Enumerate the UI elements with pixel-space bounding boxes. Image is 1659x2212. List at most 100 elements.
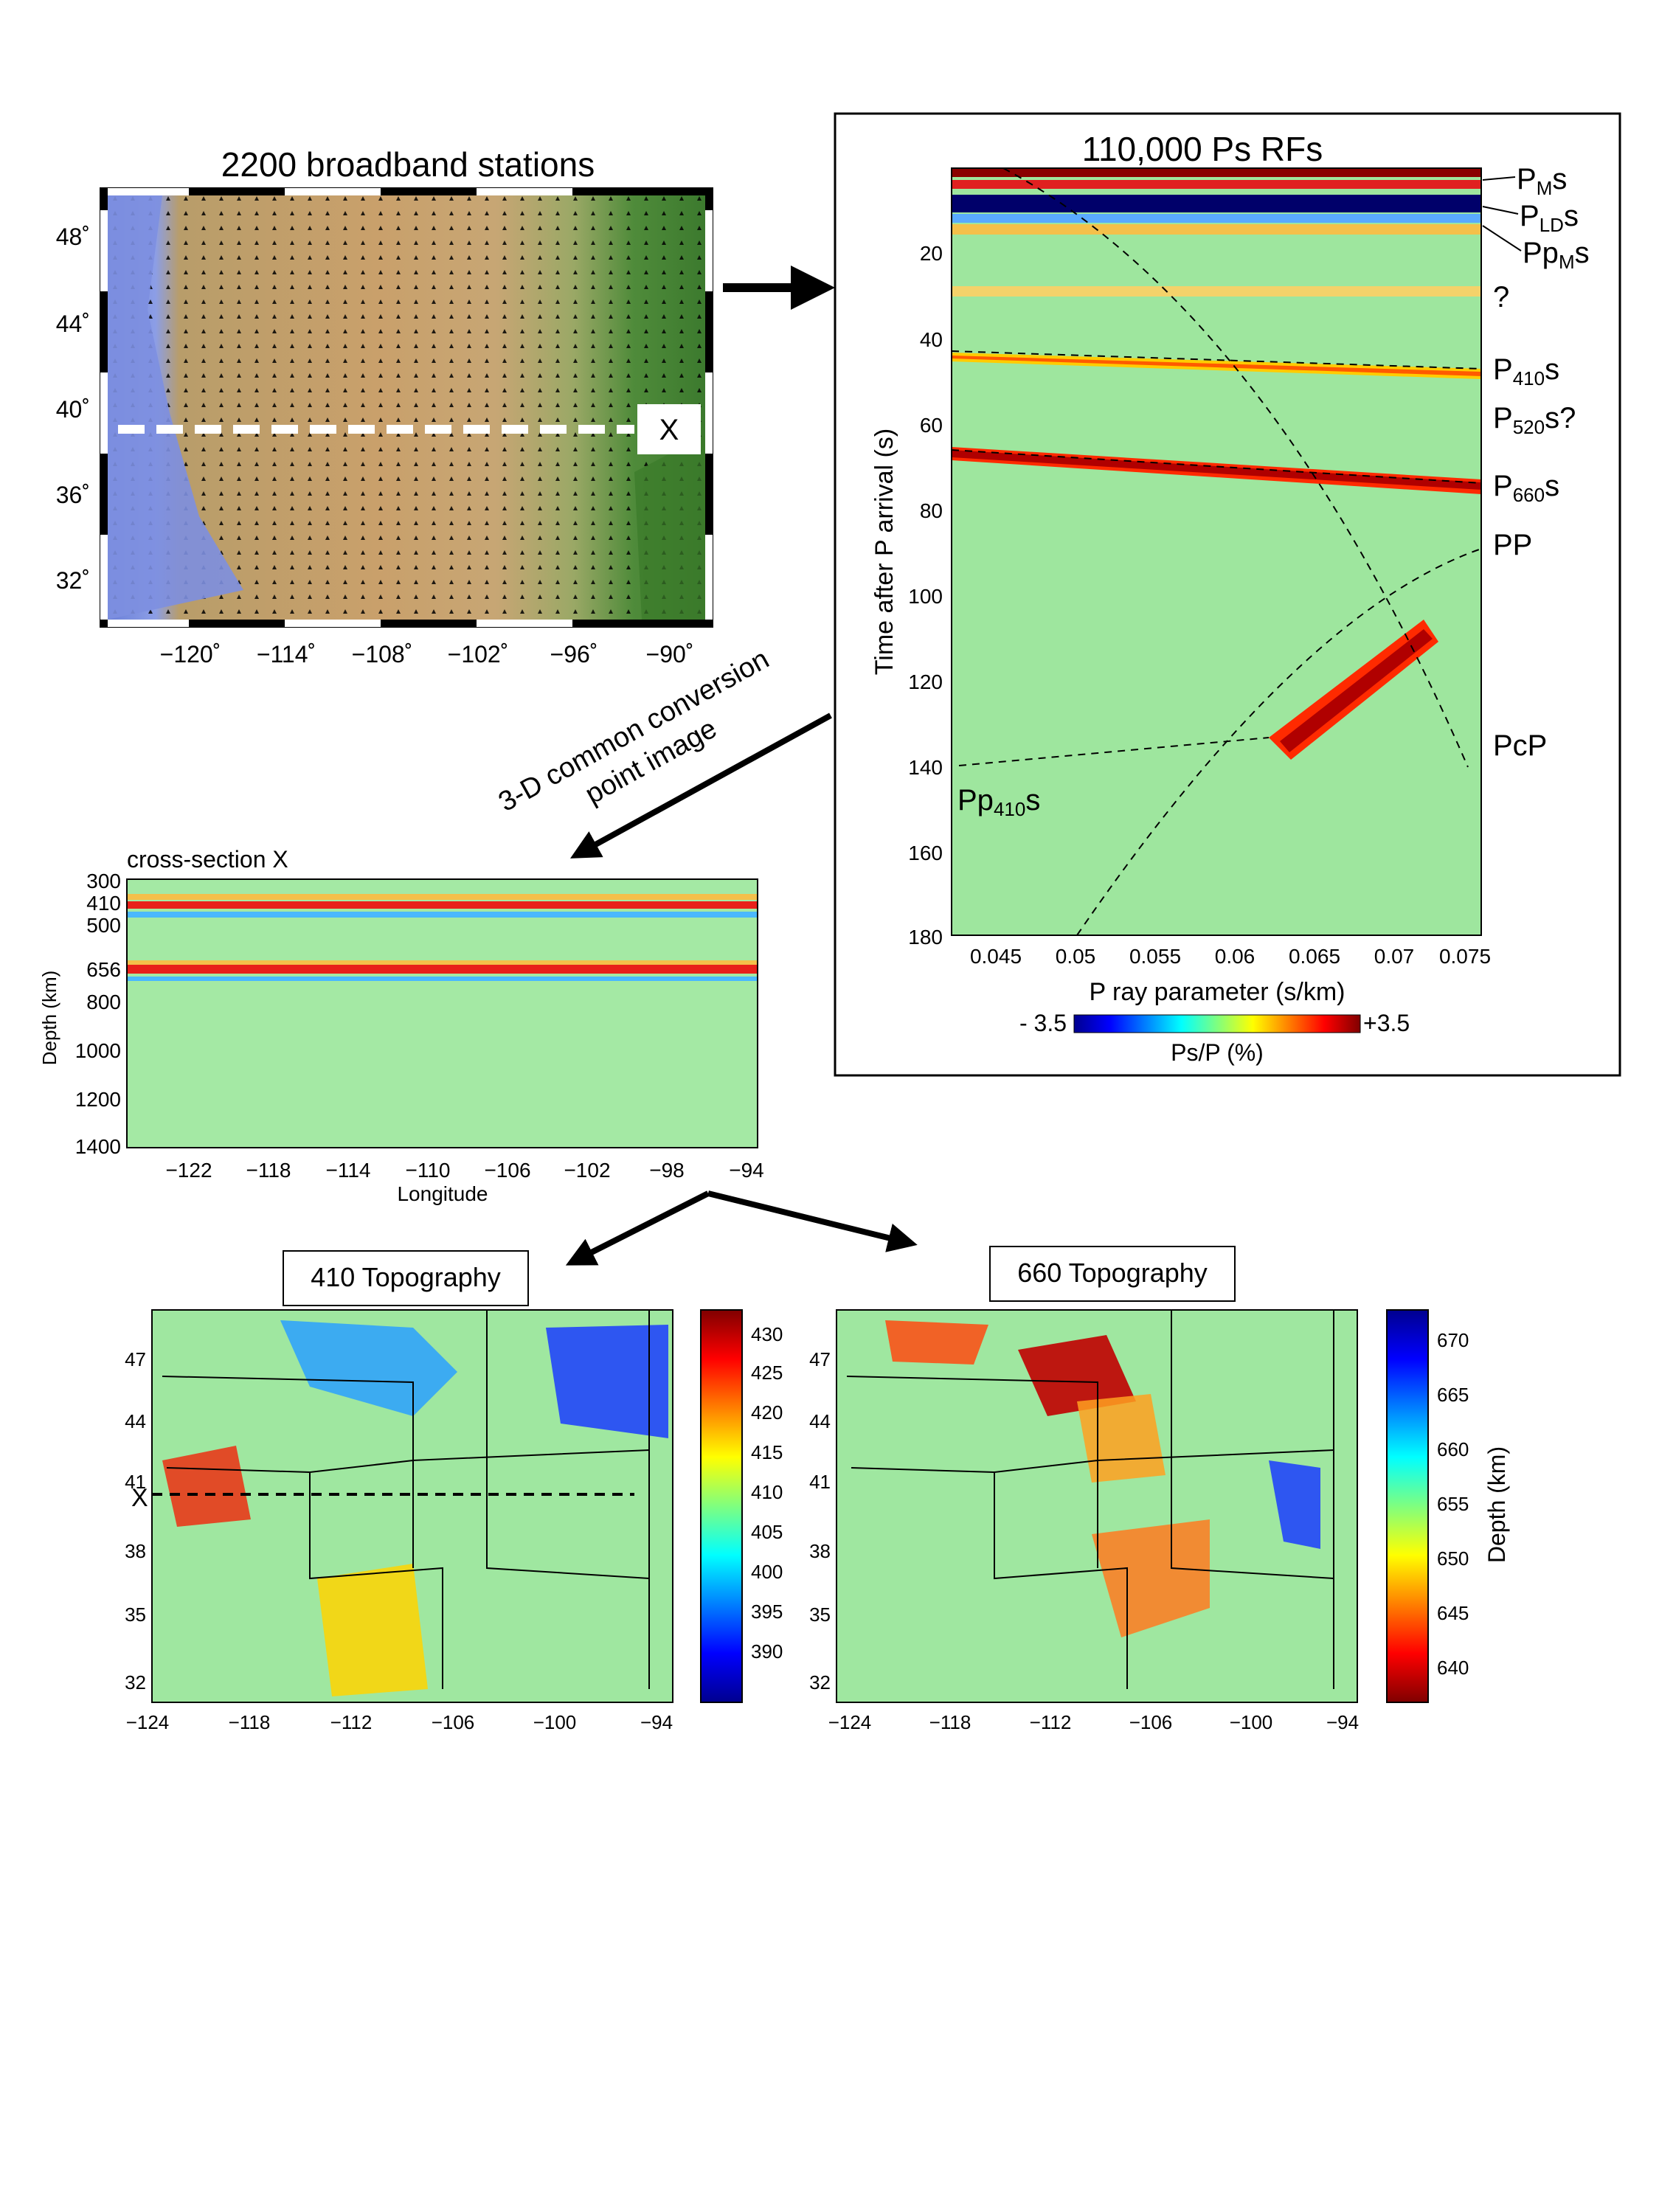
map-frame-ticks bbox=[100, 188, 713, 627]
xsec-band-660-lower bbox=[127, 977, 758, 981]
rf-band-p660-core bbox=[952, 450, 1481, 490]
xsec-xlabel: Longitude bbox=[397, 1182, 488, 1205]
x-tick: −106 bbox=[432, 1711, 475, 1733]
cbar-tick: 400 bbox=[751, 1561, 783, 1583]
rf-axes-box bbox=[951, 167, 1482, 936]
y-tick: 160 bbox=[908, 842, 943, 864]
pacific-ocean bbox=[108, 195, 243, 620]
x-tick: −106 bbox=[1129, 1711, 1173, 1733]
phase-ppms: PpMs bbox=[1523, 237, 1590, 273]
xsec-image bbox=[127, 879, 758, 1148]
phase-p660s: P660s bbox=[1493, 470, 1559, 506]
cbar-tick: 395 bbox=[751, 1601, 783, 1623]
lat-tick: 40˚ bbox=[56, 396, 90, 423]
x-tick: −94 bbox=[1326, 1711, 1359, 1733]
cbar-tick: 640 bbox=[1437, 1657, 1469, 1679]
y-tick: 35 bbox=[125, 1603, 146, 1626]
y-tick: 410 bbox=[86, 892, 121, 915]
x-tick: −122 bbox=[165, 1159, 212, 1182]
curve-pp bbox=[1076, 548, 1482, 936]
section-marker-box bbox=[637, 404, 701, 454]
map-lon-ticks: −120˚ −114˚ −108˚ −102˚ −96˚ −90˚ bbox=[160, 641, 694, 668]
x-tick: −100 bbox=[1230, 1711, 1273, 1733]
lon-tick: −90˚ bbox=[646, 641, 694, 668]
topo660-cbar-ticks: 670 665 660 655 650 645 640 bbox=[1437, 1329, 1469, 1679]
topo660-cbar-label: Depth (km) bbox=[1483, 1446, 1510, 1563]
phase-pp: PP bbox=[1493, 529, 1532, 561]
arrow-to-410 bbox=[565, 1190, 710, 1266]
topo660-blob-south bbox=[1092, 1519, 1210, 1637]
phase-pms: PMs bbox=[1517, 163, 1567, 199]
map-title: 2200 broadband stations bbox=[221, 145, 595, 184]
x-tick: 0.05 bbox=[1056, 945, 1096, 968]
phase-pp410s: Pp410s bbox=[957, 784, 1040, 820]
rf-band-ppms bbox=[952, 224, 1481, 235]
topo410-y-ticks: 47 44 41 38 35 32 bbox=[125, 1348, 146, 1693]
rf-y-ticks: 20 40 60 80 100 120 140 160 180 bbox=[908, 242, 943, 949]
y-tick: 140 bbox=[908, 756, 943, 779]
topo660-blob-nw bbox=[885, 1320, 988, 1365]
topo410-cbar-ticks: 430 425 420 415 410 405 400 395 390 bbox=[751, 1323, 783, 1663]
rf-moveout-curves bbox=[951, 167, 1482, 936]
topo410-blob-east bbox=[546, 1325, 668, 1438]
phase-pcp: PcP bbox=[1493, 729, 1547, 762]
topo660-title: 660 Topography bbox=[1017, 1258, 1208, 1288]
lon-tick: −114˚ bbox=[257, 641, 316, 668]
x-tick: −118 bbox=[246, 1159, 291, 1182]
cbar-tick: 415 bbox=[751, 1441, 783, 1463]
x-tick: −94 bbox=[640, 1711, 673, 1733]
x-tick: −94 bbox=[729, 1159, 764, 1182]
xsec-band-410 bbox=[127, 901, 758, 909]
x-tick: 0.075 bbox=[1439, 945, 1491, 968]
rf-band-q bbox=[952, 286, 1481, 297]
phase-leader-lines bbox=[1482, 176, 1522, 252]
x-tick: −106 bbox=[484, 1159, 530, 1182]
topo410-state-borders bbox=[162, 1310, 650, 1689]
cbar-tick: 425 bbox=[751, 1362, 783, 1384]
curve-p410 bbox=[951, 350, 1482, 370]
x-tick: 0.065 bbox=[1289, 945, 1340, 968]
arrow-to-660 bbox=[707, 1190, 918, 1252]
topo660-blob-east bbox=[1269, 1460, 1320, 1549]
y-tick: 35 bbox=[809, 1603, 831, 1626]
x-tick: −124 bbox=[828, 1711, 872, 1733]
curve-p660 bbox=[951, 449, 1482, 484]
xsec-band-upper bbox=[127, 894, 758, 900]
topo410-title-box bbox=[283, 1250, 529, 1306]
y-tick: 41 bbox=[125, 1471, 146, 1493]
xsec-band-410-halo bbox=[127, 912, 758, 918]
cbar-tick: 430 bbox=[751, 1323, 783, 1345]
y-tick: 100 bbox=[908, 585, 943, 608]
x-tick: 0.055 bbox=[1129, 945, 1181, 968]
rf-band-plds-halo bbox=[952, 214, 1481, 223]
cbar-tick: 655 bbox=[1437, 1493, 1469, 1515]
topo660-axes-box bbox=[836, 1309, 1358, 1703]
y-tick: 32 bbox=[125, 1671, 146, 1693]
topo410-blob-yellow bbox=[317, 1564, 428, 1696]
y-tick: 40 bbox=[920, 328, 943, 351]
phase-plds: PLDs bbox=[1520, 200, 1579, 236]
cbar-tick: 405 bbox=[751, 1521, 783, 1543]
topo410-section-marker: X bbox=[131, 1484, 148, 1512]
topo660-blob-orange bbox=[1077, 1394, 1166, 1483]
topo410-axes-box bbox=[151, 1309, 673, 1703]
cbar-tick: 645 bbox=[1437, 1602, 1469, 1624]
x-tick: −118 bbox=[929, 1711, 971, 1733]
lat-tick: 32˚ bbox=[56, 567, 90, 594]
rf-colorbar-max: +3.5 bbox=[1363, 1010, 1410, 1036]
y-tick: 32 bbox=[809, 1671, 831, 1693]
rf-image bbox=[952, 168, 1481, 935]
rf-band-p410-core bbox=[952, 356, 1481, 376]
x-tick: −118 bbox=[229, 1711, 271, 1733]
lon-tick: −96˚ bbox=[550, 641, 598, 668]
lon-tick: −102˚ bbox=[448, 641, 509, 668]
cbar-tick: 650 bbox=[1437, 1547, 1469, 1570]
station-map-panel: 2200 broadband stations X 48 bbox=[56, 145, 713, 668]
eastern-forest bbox=[634, 435, 705, 620]
x-tick: 0.06 bbox=[1215, 945, 1255, 968]
y-tick: 44 bbox=[809, 1410, 831, 1432]
y-tick: 1000 bbox=[75, 1039, 121, 1062]
xsec-band-660 bbox=[127, 965, 758, 974]
y-tick: 44 bbox=[125, 1410, 146, 1432]
